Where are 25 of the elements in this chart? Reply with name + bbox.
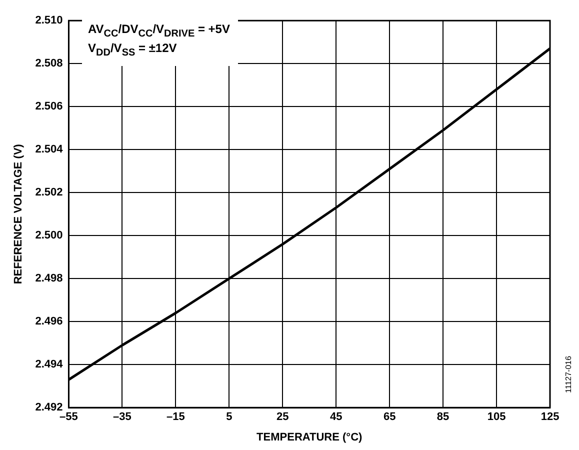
x-tick-label: 125 (540, 411, 560, 424)
y-tick-label: 2.496 (35, 316, 63, 328)
y-tick-label: 2.494 (35, 358, 64, 371)
annotation: V$_{DD}$/V$_{SS}$ = ±12V (88, 41, 178, 61)
annotation: AV$_{CC}$/DV$_{CC}$/V$_{DRIVE}$ = +5V (88, 22, 230, 42)
x-tick-label: 5 (226, 411, 232, 424)
x-tick-label: 65 (383, 411, 396, 424)
x-tick-label: 45 (330, 411, 342, 424)
text: 11127-016 (564, 356, 573, 393)
y-tick-label: 2.506 (35, 100, 63, 113)
x-tick-label: 85 (436, 411, 450, 424)
x-tick-label: 25 (276, 411, 289, 424)
y-tick-label: 2.510 (35, 14, 63, 27)
x-axis-title: TEMPERATURE (°C) (256, 431, 363, 444)
y-tick-label: 2.502 (35, 186, 63, 199)
y-axis-title: REFERENCE VOLTAGE (V) (12, 144, 25, 284)
x-tick-label: –15 (166, 411, 185, 424)
x-tick-label: –55 (60, 411, 78, 424)
y-tick-label: 2.508 (35, 58, 63, 70)
y-tick-label: 2.504 (35, 144, 64, 156)
y-tick-label: 2.500 (35, 230, 63, 242)
x-tick-label: 105 (487, 411, 506, 424)
y-tick-label: 2.498 (35, 272, 63, 285)
x-tick-label: –35 (113, 411, 132, 424)
y-tick-label: 2.492 (35, 402, 63, 414)
